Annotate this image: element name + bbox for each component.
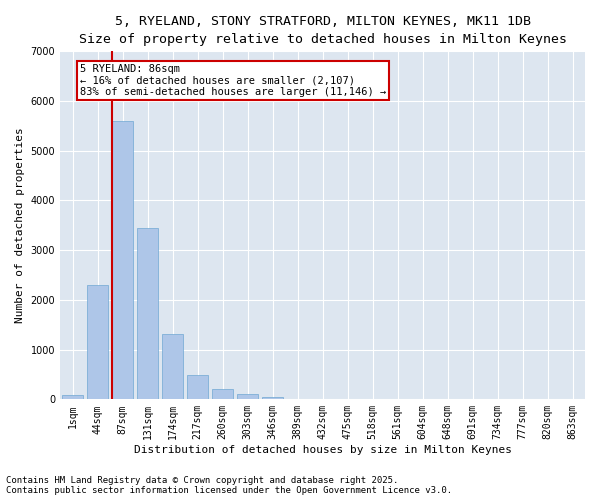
Bar: [262, 397, 283, 400]
Bar: [137, 228, 158, 400]
Bar: [112, 121, 133, 400]
Bar: [237, 394, 258, 400]
Text: 5 RYELAND: 86sqm
← 16% of detached houses are smaller (2,107)
83% of semi-detach: 5 RYELAND: 86sqm ← 16% of detached house…: [80, 64, 386, 97]
Bar: [187, 375, 208, 400]
Bar: [212, 390, 233, 400]
X-axis label: Distribution of detached houses by size in Milton Keynes: Distribution of detached houses by size …: [134, 445, 512, 455]
Text: Contains HM Land Registry data © Crown copyright and database right 2025.
Contai: Contains HM Land Registry data © Crown c…: [6, 476, 452, 495]
Bar: [62, 395, 83, 400]
Bar: [162, 334, 183, 400]
Title: 5, RYELAND, STONY STRATFORD, MILTON KEYNES, MK11 1DB
Size of property relative t: 5, RYELAND, STONY STRATFORD, MILTON KEYN…: [79, 15, 566, 46]
Y-axis label: Number of detached properties: Number of detached properties: [15, 128, 25, 323]
Bar: [87, 285, 108, 400]
